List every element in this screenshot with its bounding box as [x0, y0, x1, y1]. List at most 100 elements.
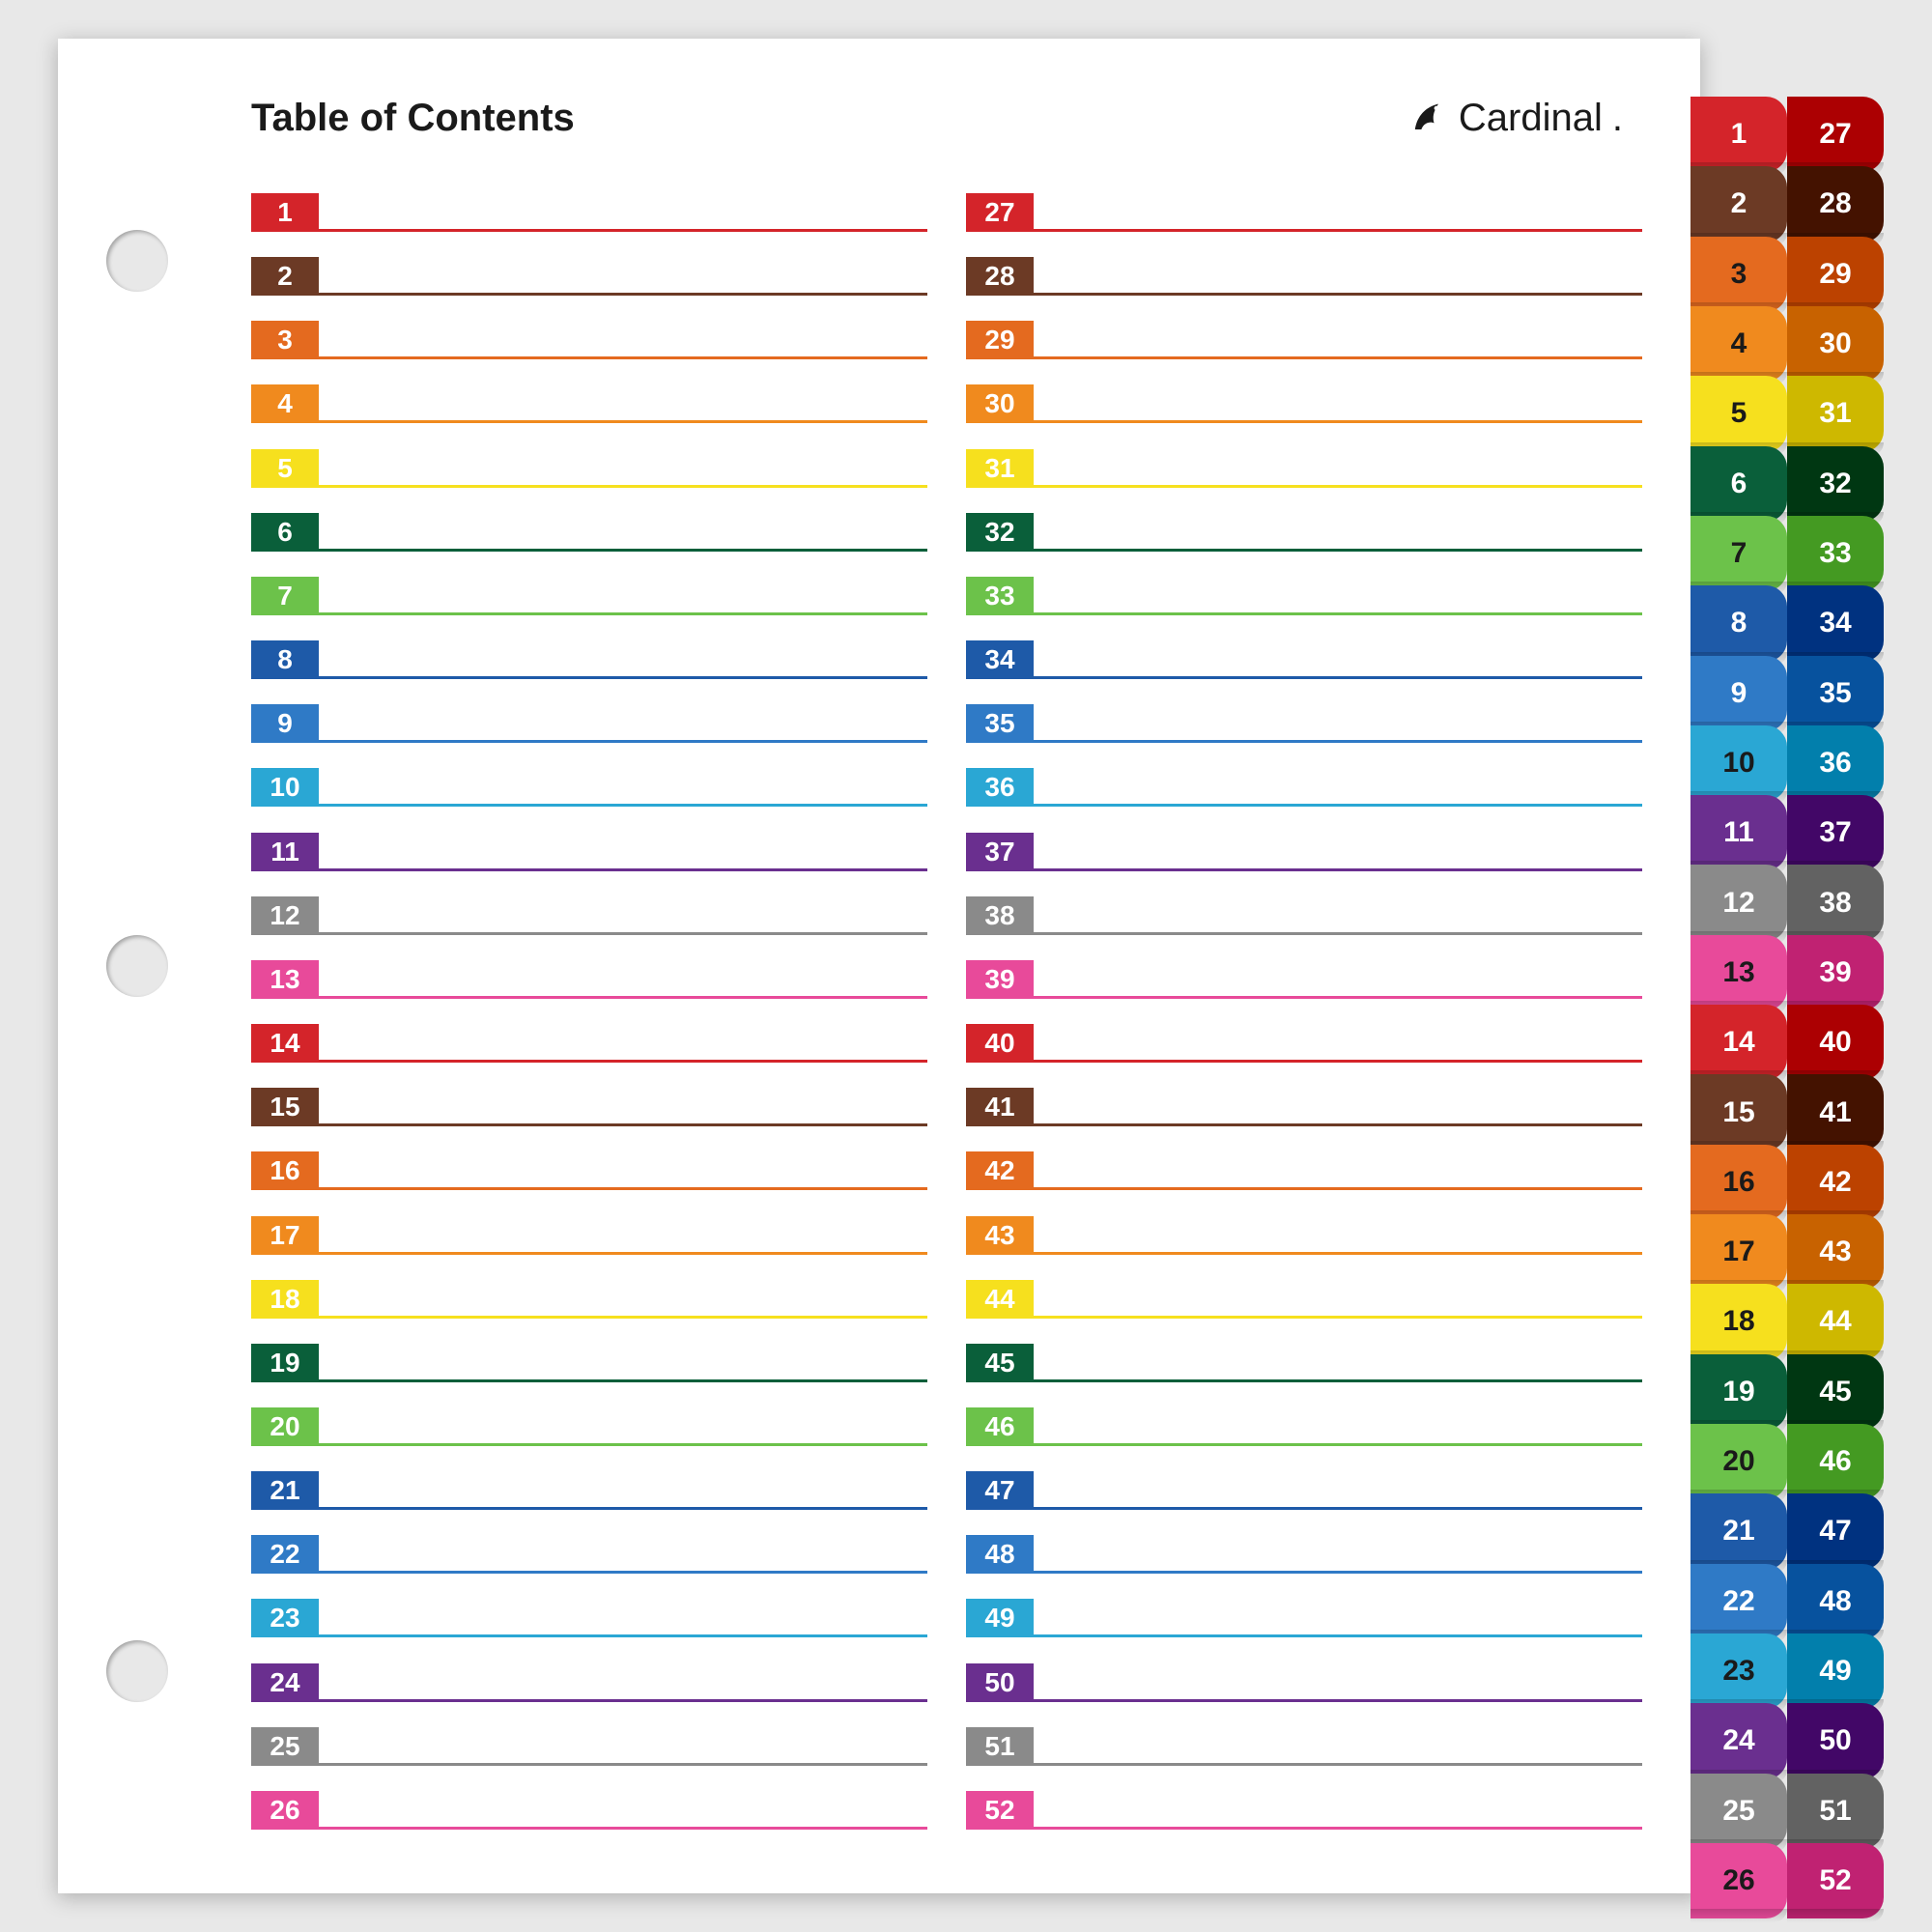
- toc-entry-line: [1034, 1024, 1642, 1063]
- side-tab[interactable]: 15: [1690, 1074, 1787, 1150]
- toc-number-box: 33: [966, 577, 1034, 615]
- toc-number-box: 25: [251, 1727, 319, 1766]
- side-tab[interactable]: 30: [1787, 306, 1884, 382]
- toc-entry-line: [1034, 1407, 1642, 1446]
- toc-row: 34: [966, 640, 1642, 704]
- side-tab[interactable]: 5: [1690, 376, 1787, 451]
- side-tab[interactable]: 11: [1690, 795, 1787, 870]
- toc-number-box: 19: [251, 1344, 319, 1382]
- toc-number-box: 39: [966, 960, 1034, 999]
- side-tab[interactable]: 29: [1787, 237, 1884, 312]
- side-tab[interactable]: 47: [1787, 1493, 1884, 1569]
- side-tab[interactable]: 3: [1690, 237, 1787, 312]
- toc-row: 50: [966, 1663, 1642, 1727]
- side-tab[interactable]: 2: [1690, 166, 1787, 242]
- side-tab[interactable]: 27: [1787, 97, 1884, 172]
- side-tab[interactable]: 9: [1690, 656, 1787, 731]
- side-tab[interactable]: 39: [1787, 935, 1884, 1010]
- toc-number-box: 34: [966, 640, 1034, 679]
- side-tab[interactable]: 52: [1787, 1843, 1884, 1918]
- toc-entry-line: [1034, 704, 1642, 743]
- binder-hole: [106, 230, 168, 292]
- toc-row: 49: [966, 1599, 1642, 1662]
- toc-entry-line: [319, 833, 927, 871]
- toc-entry-line: [319, 1024, 927, 1063]
- binder-holes: [87, 39, 164, 1893]
- side-tab[interactable]: 17: [1690, 1214, 1787, 1290]
- side-tab[interactable]: 12: [1690, 865, 1787, 940]
- side-tab[interactable]: 8: [1690, 585, 1787, 661]
- side-tab[interactable]: 6: [1690, 446, 1787, 522]
- toc-number-box: 45: [966, 1344, 1034, 1382]
- toc-number-box: 47: [966, 1471, 1034, 1510]
- side-tab[interactable]: 31: [1787, 376, 1884, 451]
- toc-entry-line: [1034, 513, 1642, 552]
- side-tab[interactable]: 7: [1690, 516, 1787, 591]
- toc-number-box: 5: [251, 449, 319, 488]
- side-tab[interactable]: 43: [1787, 1214, 1884, 1290]
- toc-number-box: 2: [251, 257, 319, 296]
- side-tab[interactable]: 18: [1690, 1284, 1787, 1359]
- side-tab[interactable]: 44: [1787, 1284, 1884, 1359]
- side-tab[interactable]: 38: [1787, 865, 1884, 940]
- side-tab[interactable]: 19: [1690, 1354, 1787, 1430]
- toc-row: 31: [966, 449, 1642, 513]
- toc-entry-line: [319, 1088, 927, 1126]
- toc-row: 18: [251, 1280, 927, 1344]
- side-tab[interactable]: 33: [1787, 516, 1884, 591]
- toc-column-1: 1234567891011121314151617181920212223242…: [251, 193, 927, 1855]
- toc-entry-line: [1034, 1216, 1642, 1255]
- side-tab[interactable]: 22: [1690, 1564, 1787, 1639]
- toc-row: 44: [966, 1280, 1642, 1344]
- side-tab[interactable]: 34: [1787, 585, 1884, 661]
- side-tab[interactable]: 35: [1787, 656, 1884, 731]
- side-tab[interactable]: 20: [1690, 1424, 1787, 1499]
- toc-entry-line: [1034, 449, 1642, 488]
- side-tab[interactable]: 10: [1690, 725, 1787, 801]
- side-tab[interactable]: 48: [1787, 1564, 1884, 1639]
- side-tab[interactable]: 14: [1690, 1005, 1787, 1080]
- toc-row: 3: [251, 321, 927, 384]
- side-tab[interactable]: 51: [1787, 1774, 1884, 1849]
- side-tab[interactable]: 21: [1690, 1493, 1787, 1569]
- side-tab[interactable]: 28: [1787, 166, 1884, 242]
- side-tab[interactable]: 50: [1787, 1703, 1884, 1778]
- toc-row: 17: [251, 1216, 927, 1280]
- side-tab[interactable]: 4: [1690, 306, 1787, 382]
- toc-number-box: 42: [966, 1151, 1034, 1190]
- side-tab[interactable]: 37: [1787, 795, 1884, 870]
- toc-entry-line: [319, 1407, 927, 1446]
- toc-row: 10: [251, 768, 927, 832]
- side-tab[interactable]: 25: [1690, 1774, 1787, 1849]
- side-tab[interactable]: 46: [1787, 1424, 1884, 1499]
- side-tab[interactable]: 40: [1787, 1005, 1884, 1080]
- toc-number-box: 52: [966, 1791, 1034, 1830]
- toc-entry-line: [1034, 1727, 1642, 1766]
- toc-entry-line: [319, 960, 927, 999]
- toc-number-box: 41: [966, 1088, 1034, 1126]
- side-tab[interactable]: 41: [1787, 1074, 1884, 1150]
- side-tab[interactable]: 42: [1787, 1145, 1884, 1220]
- toc-entry-line: [319, 257, 927, 296]
- side-tab[interactable]: 23: [1690, 1634, 1787, 1709]
- side-tab[interactable]: 49: [1787, 1634, 1884, 1709]
- toc-number-box: 18: [251, 1280, 319, 1319]
- toc-row: 37: [966, 833, 1642, 896]
- side-tab[interactable]: 13: [1690, 935, 1787, 1010]
- side-tab[interactable]: 26: [1690, 1843, 1787, 1918]
- toc-row: 46: [966, 1407, 1642, 1471]
- side-tab[interactable]: 1: [1690, 97, 1787, 172]
- toc-number-box: 32: [966, 513, 1034, 552]
- brand-logo: Cardinal.: [1406, 97, 1623, 140]
- toc-number-box: 46: [966, 1407, 1034, 1446]
- toc-row: 26: [251, 1791, 927, 1855]
- toc-number-box: 35: [966, 704, 1034, 743]
- side-tab[interactable]: 24: [1690, 1703, 1787, 1778]
- side-tab[interactable]: 32: [1787, 446, 1884, 522]
- toc-number-box: 1: [251, 193, 319, 232]
- side-tab[interactable]: 16: [1690, 1145, 1787, 1220]
- toc-number-box: 3: [251, 321, 319, 359]
- side-tab[interactable]: 36: [1787, 725, 1884, 801]
- side-tab[interactable]: 45: [1787, 1354, 1884, 1430]
- toc-number-box: 11: [251, 833, 319, 871]
